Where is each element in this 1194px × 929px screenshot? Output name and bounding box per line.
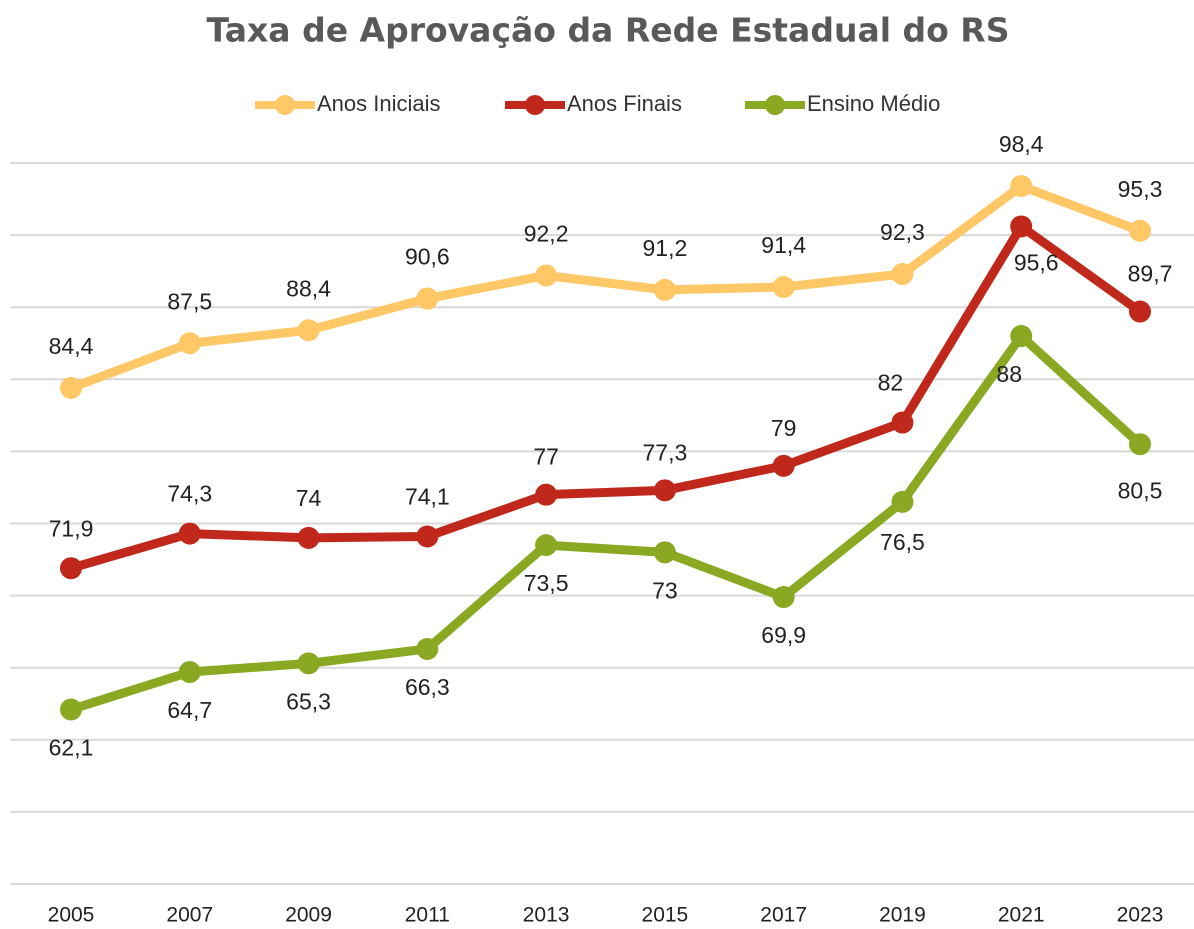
point xyxy=(772,586,795,609)
data-label: 88 xyxy=(996,361,1022,387)
point xyxy=(1129,433,1151,456)
data-label: 77,3 xyxy=(643,439,688,465)
point xyxy=(178,332,201,355)
point xyxy=(60,376,82,399)
data-label: 91,4 xyxy=(761,232,806,258)
x-tick-label: 2021 xyxy=(998,904,1045,927)
data-label: 82 xyxy=(878,370,904,396)
data-label: 73,5 xyxy=(524,570,569,596)
data-label: 95,3 xyxy=(1118,176,1163,202)
x-tick-label: 2017 xyxy=(760,904,807,927)
point xyxy=(772,454,795,477)
data-label: 87,5 xyxy=(167,288,212,314)
data-label: 90,6 xyxy=(405,244,450,270)
point xyxy=(1010,215,1033,238)
x-tick-label: 2015 xyxy=(642,904,689,927)
legend-marker xyxy=(765,95,785,115)
x-tick-label: 2005 xyxy=(48,904,95,927)
data-label: 79 xyxy=(771,415,797,441)
legend-marker xyxy=(525,95,545,115)
chart-title: Taxa de Aprovação da Rede Estadual do RS xyxy=(207,11,1010,50)
point xyxy=(653,479,676,502)
point xyxy=(416,287,439,310)
point xyxy=(653,541,676,564)
point xyxy=(1129,219,1151,242)
point xyxy=(297,652,320,675)
data-label: 62,1 xyxy=(49,735,94,761)
data-label: 84,4 xyxy=(49,333,94,359)
series-line xyxy=(69,181,1142,393)
data-label: 65,3 xyxy=(286,688,331,714)
data-label: 64,7 xyxy=(167,697,212,723)
data-label: 71,9 xyxy=(49,515,94,541)
data-label: 89,7 xyxy=(1128,261,1173,287)
legend-marker xyxy=(275,95,295,115)
point xyxy=(1010,325,1033,348)
data-label: 73 xyxy=(652,577,678,603)
point xyxy=(416,637,439,660)
data-label: 76,5 xyxy=(880,529,925,555)
data-label: 66,3 xyxy=(405,674,450,700)
x-tick-label: 2023 xyxy=(1117,904,1164,927)
point xyxy=(535,534,558,557)
point xyxy=(178,522,201,545)
x-tick-label: 2009 xyxy=(285,904,332,927)
data-label: 77 xyxy=(533,444,559,470)
data-label: 95,6 xyxy=(1014,250,1059,276)
data-label: 74 xyxy=(296,485,322,511)
data-label: 80,5 xyxy=(1118,477,1163,503)
point xyxy=(891,490,914,513)
data-label: 69,9 xyxy=(761,622,806,648)
point xyxy=(60,698,82,721)
series-line xyxy=(69,331,1144,714)
point xyxy=(178,661,201,684)
x-tick-label: 2013 xyxy=(523,904,570,927)
series-line xyxy=(69,221,1143,573)
point xyxy=(891,411,914,434)
data-label: 91,2 xyxy=(643,235,688,261)
point xyxy=(535,264,558,287)
legend-label: Anos Finais xyxy=(567,91,682,116)
point xyxy=(1129,300,1151,323)
legend-label: Ensino Médio xyxy=(807,91,940,116)
point xyxy=(60,557,82,580)
x-tick-label: 2019 xyxy=(879,904,926,927)
data-label: 98,4 xyxy=(999,131,1044,157)
point xyxy=(535,483,558,506)
point xyxy=(297,526,320,549)
x-tick-label: 2007 xyxy=(166,904,213,927)
data-label: 92,2 xyxy=(524,221,569,247)
point xyxy=(297,319,320,342)
point xyxy=(653,278,676,301)
legend-label: Anos Iniciais xyxy=(317,91,441,116)
point xyxy=(1010,175,1033,198)
x-tick-label: 2011 xyxy=(405,904,450,927)
data-label: 88,4 xyxy=(286,275,331,301)
point xyxy=(772,276,795,299)
point xyxy=(416,525,439,548)
data-label: 92,3 xyxy=(880,219,925,245)
data-label: 74,1 xyxy=(405,484,450,510)
point xyxy=(891,263,914,286)
data-label: 74,3 xyxy=(167,481,212,507)
